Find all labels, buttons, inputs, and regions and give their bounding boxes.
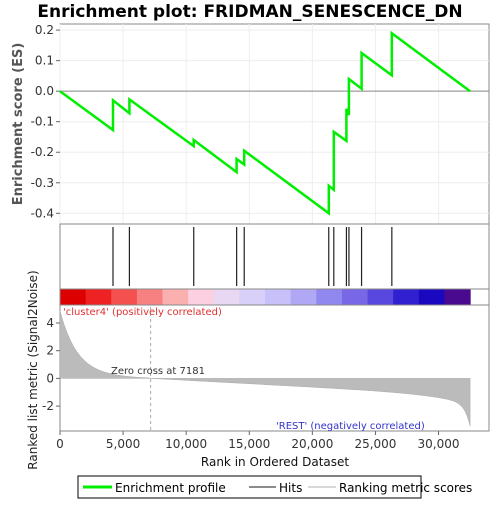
colorbar-segment <box>444 289 471 305</box>
colorbar-segment <box>60 289 87 305</box>
hits-panel-frame <box>59 223 490 290</box>
rank-metric-panel: 4 2 0 -2 'cluster4' (positively correlated)… <box>26 270 490 470</box>
es-y-ticks: 0.2 0.1 0.0 -0.1 -0.2 -0.3 -0.4 <box>31 23 60 220</box>
rank-panel-frame <box>59 304 490 432</box>
x-tick-label: 5,000 <box>106 437 140 451</box>
es-panel-frame <box>59 23 490 225</box>
legend-ranking-label: Ranking metric scores <box>339 481 472 495</box>
x-tick-label: 25,000 <box>354 437 396 451</box>
colorbar-segment <box>367 289 394 305</box>
hit-markers <box>112 227 393 286</box>
colorbar-segment <box>213 289 241 305</box>
x-axis-ticks: 0 5,000 10,000 15,000 20,000 25,000 30,000 <box>56 431 460 451</box>
es-y-tick-label: -0.2 <box>31 145 54 159</box>
es-panel: 0.2 0.1 0.0 -0.1 -0.2 -0.3 -0.4 Enrichment sco… <box>11 23 490 225</box>
es-y-tick-label: 0.0 <box>35 84 54 98</box>
legend: Enrichment profile Hits Ranking metric s… <box>77 475 472 499</box>
colorbar-segment <box>290 289 317 305</box>
x-axis-label: Rank in Ordered Dataset <box>201 455 349 469</box>
rank-y-tick-label: 2 <box>46 344 54 358</box>
enrichment-profile-line <box>59 30 471 216</box>
rank-y-axis-label: Ranked list metric (Signal2Noise) <box>26 270 40 469</box>
colorbar-segment <box>111 289 138 305</box>
rank-y-tick-label: 0 <box>46 371 54 385</box>
ranking-colorbar <box>60 289 471 305</box>
colorbar-segment <box>316 289 343 305</box>
rank-y-ticks: 4 2 0 -2 <box>42 316 60 413</box>
chart-title: Enrichment plot: FRIDMAN_SENESCENCE_DN <box>37 2 462 22</box>
es-y-tick-label: 0.1 <box>35 54 54 68</box>
rank-y-tick-label: 4 <box>46 316 54 330</box>
x-tick-label: 30,000 <box>418 437 460 451</box>
es-y-tick-label: -0.3 <box>31 176 54 190</box>
es-y-tick-label: -0.4 <box>31 206 54 220</box>
colorbar-segment <box>341 289 369 305</box>
es-y-tick-label: -0.1 <box>31 115 54 129</box>
hits-panel <box>59 223 490 290</box>
legend-hits-label: Hits <box>279 481 302 495</box>
positive-class-label: 'cluster4' (positively correlated) <box>63 307 222 318</box>
es-y-axis-label: Enrichment score (ES) <box>11 43 26 206</box>
colorbar-segment <box>136 289 164 305</box>
colorbar-segment <box>85 289 112 305</box>
es-y-tick-label: 0.2 <box>35 23 54 37</box>
x-tick-label: 15,000 <box>228 437 270 451</box>
x-tick-label: 20,000 <box>291 437 333 451</box>
ranking-metric-area <box>59 310 471 427</box>
colorbar-segment <box>418 289 446 305</box>
x-tick-label: 0 <box>56 437 64 451</box>
colorbar-segment <box>188 289 215 305</box>
colorbar-segment <box>239 289 266 305</box>
colorbar-segment <box>393 289 420 305</box>
legend-profile-label: Enrichment profile <box>115 481 226 495</box>
negative-class-label: 'REST' (negatively correlated) <box>276 421 425 432</box>
colorbar-segment <box>265 289 292 305</box>
x-tick-label: 10,000 <box>165 437 207 451</box>
colorbar-segment <box>162 289 189 305</box>
rank-y-tick-label: -2 <box>42 399 54 413</box>
zero-cross-label: Zero cross at 7181 <box>111 366 205 377</box>
